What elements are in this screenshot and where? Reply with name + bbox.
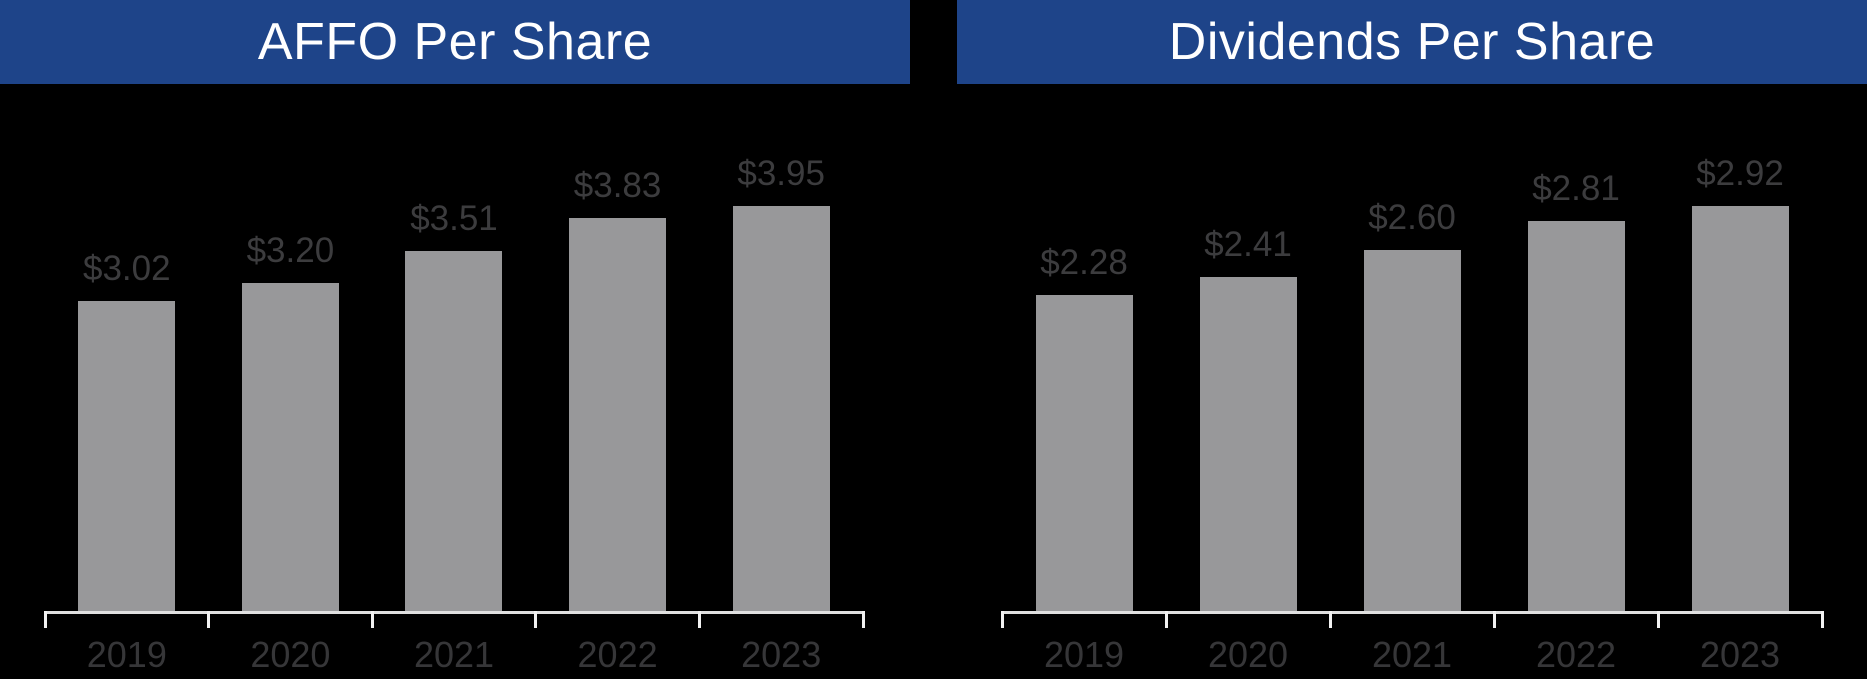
affo-title-banner: AFFO Per Share: [0, 0, 910, 84]
bar-slot-2019: $3.02: [45, 84, 209, 611]
x-tick-label-2021: 2021: [1371, 634, 1453, 675]
value-label-2023: $2.92: [1696, 153, 1784, 193]
value-label-2022: $3.83: [573, 165, 662, 205]
affo-chart-title: AFFO Per Share: [257, 13, 653, 71]
bar-2021: [405, 251, 503, 611]
bar-2022: [1527, 221, 1625, 611]
x-tick-label-2020: 2020: [250, 634, 331, 675]
dividends-chart-title: Dividends Per Share: [1168, 13, 1656, 71]
bar-2023: [1691, 206, 1789, 611]
x-axis-tick: [861, 611, 865, 628]
bar-slot-2021: $3.51: [372, 84, 536, 611]
x-tick-label-2022: 2022: [577, 634, 658, 675]
x-tick-label-2019: 2019: [86, 634, 167, 675]
dividends-title-banner: Dividends Per Share: [957, 0, 1867, 84]
x-axis-tick: [697, 611, 701, 628]
x-axis-tick: [1656, 611, 1660, 628]
x-axis-tick: [1000, 611, 1004, 628]
x-tick-label-2021: 2021: [413, 634, 495, 675]
bar-2021: [1363, 250, 1461, 611]
x-axis-line: [1002, 611, 1822, 614]
x-axis-tick: [1328, 611, 1332, 628]
bar-2022: [569, 218, 667, 611]
x-tick-label-2020: 2020: [1207, 634, 1289, 675]
bar-2020: [241, 283, 339, 611]
bar-slot-2023: $2.92: [1658, 84, 1822, 611]
bar-slot-2022: $3.83: [536, 84, 700, 611]
x-axis-tick: [370, 611, 374, 628]
bar-slot-2023: $3.95: [699, 84, 863, 611]
value-label-2021: $3.51: [410, 198, 498, 238]
years-row: 2019 2020 2021 2022 2023: [1002, 634, 1822, 675]
x-tick-label-2023: 2023: [1699, 634, 1781, 675]
x-axis-tick: [1164, 611, 1168, 628]
bar-2020: [1199, 277, 1297, 611]
bar-slot-2021: $2.60: [1330, 84, 1494, 611]
value-label-2020: $3.20: [246, 230, 335, 270]
bar-2023: [732, 206, 830, 611]
bars-row: $2.28 $2.41 $2.60 $2.81 $2.92: [1002, 84, 1822, 611]
bars-row: $3.02 $3.20 $3.51 $3.83 $3.95: [45, 84, 863, 611]
value-label-2019: $2.28: [1040, 242, 1128, 282]
value-label-2019: $3.02: [83, 248, 171, 288]
bar-slot-2022: $2.81: [1494, 84, 1658, 611]
x-axis-tick: [43, 611, 47, 628]
x-axis-tick: [1820, 611, 1824, 628]
value-label-2023: $3.95: [737, 153, 825, 193]
x-axis-line: [45, 611, 863, 614]
x-axis-tick: [207, 611, 211, 628]
bar-slot-2020: $2.41: [1166, 84, 1330, 611]
x-axis-tick: [534, 611, 538, 628]
x-tick-label-2022: 2022: [1535, 634, 1617, 675]
x-tick-label-2019: 2019: [1043, 634, 1125, 675]
x-tick-label-2023: 2023: [741, 634, 822, 675]
affo-bar-chart: $3.02 $3.20 $3.51 $3.83 $3.95 2019 2020 2021 20…: [43, 84, 865, 675]
value-label-2020: $2.41: [1204, 224, 1292, 264]
value-label-2022: $2.81: [1532, 168, 1620, 208]
bar-2019: [1035, 295, 1133, 611]
bar-slot-2019: $2.28: [1002, 84, 1166, 611]
years-row: 2019 2020 2021 2022 2023: [45, 634, 863, 675]
dividends-bar-chart: $2.28 $2.41 $2.60 $2.81 $2.92 2019 2020 2021 20…: [1000, 84, 1824, 675]
bar-slot-2020: $3.20: [209, 84, 373, 611]
value-label-2021: $2.60: [1368, 197, 1456, 237]
bar-2019: [78, 301, 176, 611]
x-axis-tick: [1492, 611, 1496, 628]
